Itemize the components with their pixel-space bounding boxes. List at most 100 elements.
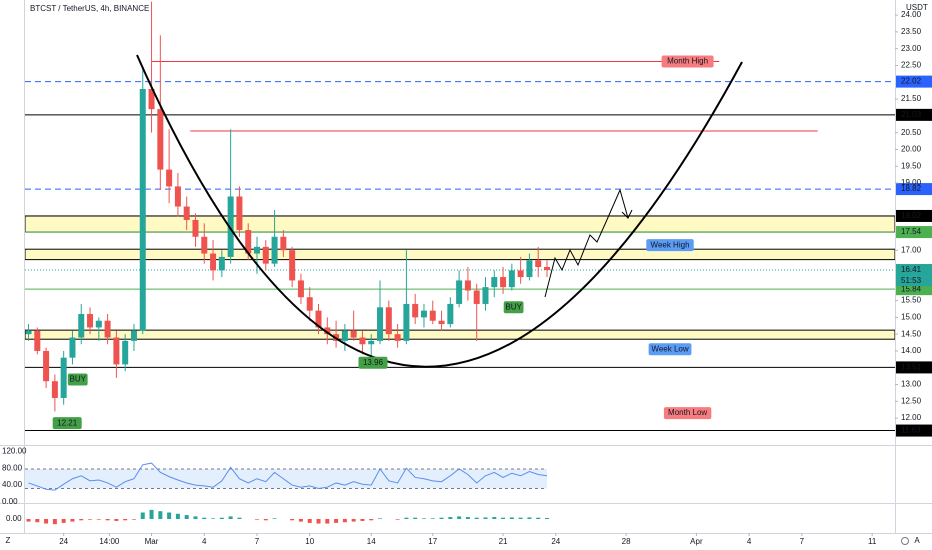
annotation: Month High [667, 57, 708, 66]
candle-body [297, 280, 304, 298]
y-tick-label: 20.00 [901, 145, 922, 154]
cup-curve [136, 54, 743, 368]
corner-label[interactable]: A [914, 536, 920, 545]
annotation: BUY [505, 302, 522, 311]
macd-bar [298, 519, 303, 522]
macd-bar [105, 519, 110, 521]
macd-bar [307, 519, 312, 523]
macd-bar [395, 519, 400, 520]
candle-body [130, 330, 137, 341]
x-tick-label: 17 [428, 537, 437, 546]
level-label-bg [896, 424, 932, 437]
candle-body [227, 196, 234, 257]
candle-body [174, 186, 181, 207]
y-tick-label: 20.50 [901, 128, 922, 137]
candle-body [289, 250, 296, 281]
candle-body [350, 330, 357, 338]
annotation-bg [661, 55, 714, 68]
zone [24, 248, 896, 261]
macd-bar [325, 519, 330, 524]
projection-path [544, 188, 629, 298]
level-label: 21.03 [901, 110, 922, 119]
macd-bar [123, 519, 128, 521]
x-tick-label: Mar [145, 537, 159, 546]
candle-body [210, 253, 217, 271]
x-tick-label: 4 [747, 537, 752, 546]
macd-bar [272, 518, 277, 519]
annotation-bg [67, 373, 88, 386]
y-tick-label: 12.00 [901, 413, 922, 422]
annotation: 12.21 [57, 418, 78, 427]
annotation-bg [52, 417, 82, 430]
y-tick-label: 17.00 [901, 245, 922, 254]
y-tick-label: 23.00 [901, 44, 922, 53]
candle-body [51, 381, 58, 398]
candle-body [420, 310, 427, 318]
candle-body [535, 260, 542, 267]
candle-body [271, 236, 278, 264]
macd-bar [167, 512, 172, 519]
macd-bar [342, 519, 347, 523]
macd-bar [527, 517, 532, 519]
macd-bar [518, 517, 523, 519]
x-tick-label: 21 [499, 537, 508, 546]
macd-bar [175, 513, 180, 519]
annotations: Month High Week High Week Low Month Low BUY B… [52, 55, 714, 430]
macd-tick-label: 0.00 [6, 514, 22, 523]
macd-bar [202, 517, 207, 519]
macd-bar [483, 517, 488, 519]
y-tick-label: 24.00 [901, 10, 922, 19]
macd-bar [35, 519, 40, 523]
annotation: Month Low [668, 408, 707, 417]
x-tick-label: 7 [255, 537, 260, 546]
annotation: Week Low [651, 344, 688, 353]
x-tick-label: 4 [202, 537, 207, 546]
level-label-bg [896, 183, 932, 196]
x-tick-label: 28 [622, 537, 631, 546]
level-label-bg [896, 75, 932, 88]
macd-bar [448, 517, 453, 519]
y-tick-label: 13.00 [901, 380, 922, 389]
annotation: BUY [70, 375, 87, 384]
x-tick-label: 7 [800, 537, 805, 546]
x-tick-label: 10 [305, 537, 314, 546]
macd-bar [413, 517, 418, 519]
candle-body [341, 330, 348, 341]
candle-body [254, 246, 260, 254]
countdown: 51:53 [901, 276, 922, 285]
y-tick-label: 12.50 [901, 396, 922, 405]
y-tick-label: 15.50 [901, 296, 922, 305]
settings-icon[interactable] [901, 537, 909, 545]
chart-title: BTCST / TetherUS, 4h, BINANCE [30, 4, 149, 13]
rsi-tick-label: 40.00 [2, 480, 23, 489]
macd-bar [492, 517, 497, 519]
corner-label[interactable]: Z [6, 536, 11, 545]
candle-body [166, 169, 173, 187]
candle-body [482, 287, 489, 304]
macd-bar [439, 517, 444, 519]
y-tick-label: 21.50 [901, 94, 922, 103]
candle-body [183, 206, 190, 220]
macd-bar [44, 519, 49, 524]
candle-body [34, 330, 41, 351]
y-tick-label: 14.50 [901, 329, 922, 338]
macd-bar [536, 517, 541, 519]
annotation: Week High [651, 240, 690, 249]
candle-body [60, 357, 67, 398]
candle-body [236, 196, 243, 231]
candle-body [218, 256, 225, 271]
macd-bar [114, 519, 119, 521]
candle-body [429, 310, 436, 321]
rsi-band [25, 469, 547, 489]
macd-bar [158, 511, 163, 519]
annotation-bg [648, 343, 692, 356]
candle-body [280, 236, 287, 251]
candle-body [368, 340, 375, 345]
y-tick-label: 23.50 [901, 27, 922, 36]
x-tick-label: 14:00 [99, 537, 120, 546]
rsi-tick-label: 80.00 [2, 463, 23, 472]
candle-body [377, 307, 384, 341]
y-tick-label: 22.50 [901, 61, 922, 70]
macd-bar [70, 519, 75, 522]
